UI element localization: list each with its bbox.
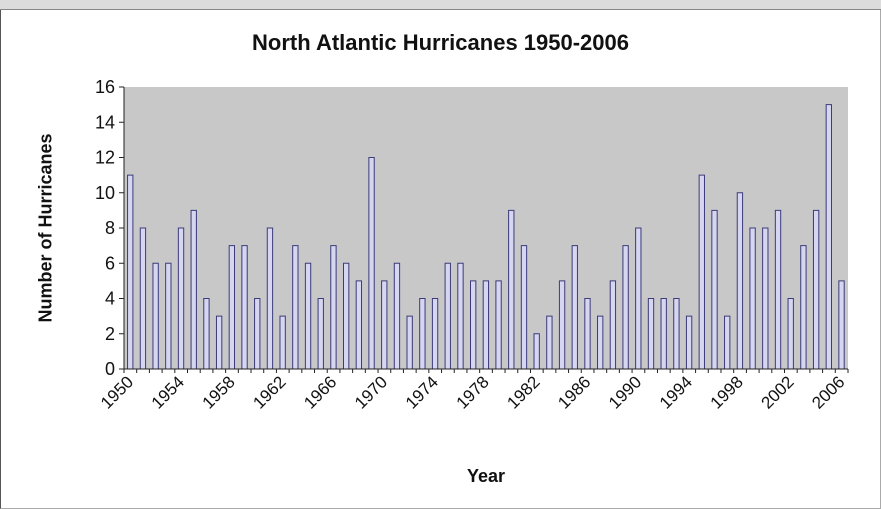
bar-1960 <box>254 298 261 370</box>
bar-1975 <box>444 262 451 370</box>
bar-2002 <box>787 298 794 370</box>
y-tick-label: 2 <box>105 324 115 344</box>
bar-1972 <box>406 315 413 370</box>
y-tick-label: 14 <box>95 112 115 132</box>
bar-1969 <box>368 157 375 370</box>
bar-2001 <box>774 209 782 370</box>
bar-2005 <box>825 104 832 370</box>
bar-1980 <box>508 209 515 370</box>
bar-1952 <box>152 262 159 370</box>
bar-1957 <box>215 315 223 370</box>
x-tick-label: 1954 <box>148 372 188 412</box>
window-top-edge <box>0 0 881 10</box>
bar-1967 <box>342 262 350 370</box>
y-tick-label: 4 <box>105 289 115 309</box>
bar-1973 <box>419 298 426 370</box>
bar-1978 <box>482 280 490 370</box>
bar-1994 <box>685 315 693 370</box>
bar-1986 <box>584 298 591 370</box>
bar-1955 <box>190 209 197 370</box>
bar-1990 <box>635 227 642 370</box>
bar-1974 <box>431 298 439 370</box>
bar-2003 <box>800 245 807 370</box>
bar-1951 <box>139 227 147 370</box>
x-tick-label: 1994 <box>656 372 696 412</box>
bar-1981 <box>520 245 528 370</box>
bar-1998 <box>736 192 744 370</box>
x-axis-label: Year <box>466 466 506 486</box>
x-tick-label: 1950 <box>97 372 137 412</box>
bar-1953 <box>165 262 172 370</box>
bar-1989 <box>622 245 629 370</box>
bar-1962 <box>279 315 286 370</box>
x-tick-label: 1978 <box>453 372 493 412</box>
bar-1993 <box>673 298 680 370</box>
bar-1992 <box>660 298 667 370</box>
bar-2006 <box>838 280 845 370</box>
x-tick-label: 1982 <box>503 372 543 412</box>
bar-1982 <box>533 333 540 370</box>
bar-1968 <box>355 280 363 370</box>
x-tick-label: 1966 <box>300 372 340 412</box>
bar-1959 <box>241 245 248 370</box>
y-tick-label: 6 <box>105 253 115 273</box>
x-tick-label: 1970 <box>351 372 391 412</box>
bar-1983 <box>546 315 553 370</box>
bar-1970 <box>381 280 388 370</box>
x-tick-label: 1958 <box>199 372 239 412</box>
bar-1996 <box>711 209 718 370</box>
bar-1997 <box>724 315 731 370</box>
bar-1991 <box>647 298 655 370</box>
x-tick-label: 2006 <box>808 372 848 412</box>
y-tick-label: 12 <box>95 148 115 168</box>
x-tick-label: 1990 <box>605 372 645 412</box>
bar-1956 <box>203 298 210 370</box>
x-tick-label: 1986 <box>554 372 594 412</box>
y-tick-label: 0 <box>105 359 115 379</box>
bar-1966 <box>330 245 337 370</box>
bar-1979 <box>495 280 502 370</box>
bar-1995 <box>698 174 705 370</box>
x-tick-label: 1974 <box>402 372 442 412</box>
bar-1954 <box>177 227 185 370</box>
chart-title: North Atlantic Hurricanes 1950-2006 <box>252 30 629 55</box>
bar-1987 <box>597 315 604 370</box>
bar-2000 <box>762 227 769 370</box>
y-tick-label: 10 <box>95 183 115 203</box>
bar-1965 <box>317 298 324 370</box>
bar-1963 <box>292 245 299 370</box>
bar-1976 <box>457 262 464 370</box>
bar-1971 <box>393 262 401 370</box>
bar-1977 <box>470 280 477 370</box>
bar-1988 <box>609 280 617 370</box>
x-tick-label: 2002 <box>757 372 797 412</box>
bar-1985 <box>571 245 578 370</box>
bar-1964 <box>304 262 312 370</box>
bar-1950 <box>127 174 134 370</box>
bar-1958 <box>228 245 236 370</box>
bar-1961 <box>266 227 274 370</box>
bar-1984 <box>558 280 566 370</box>
y-tick-label: 8 <box>105 218 115 238</box>
x-tick-label: 1998 <box>707 372 747 412</box>
y-tick-label: 16 <box>95 77 115 97</box>
bar-2004 <box>812 209 820 370</box>
x-tick-label: 1962 <box>249 372 289 412</box>
bar-1999 <box>749 227 756 370</box>
